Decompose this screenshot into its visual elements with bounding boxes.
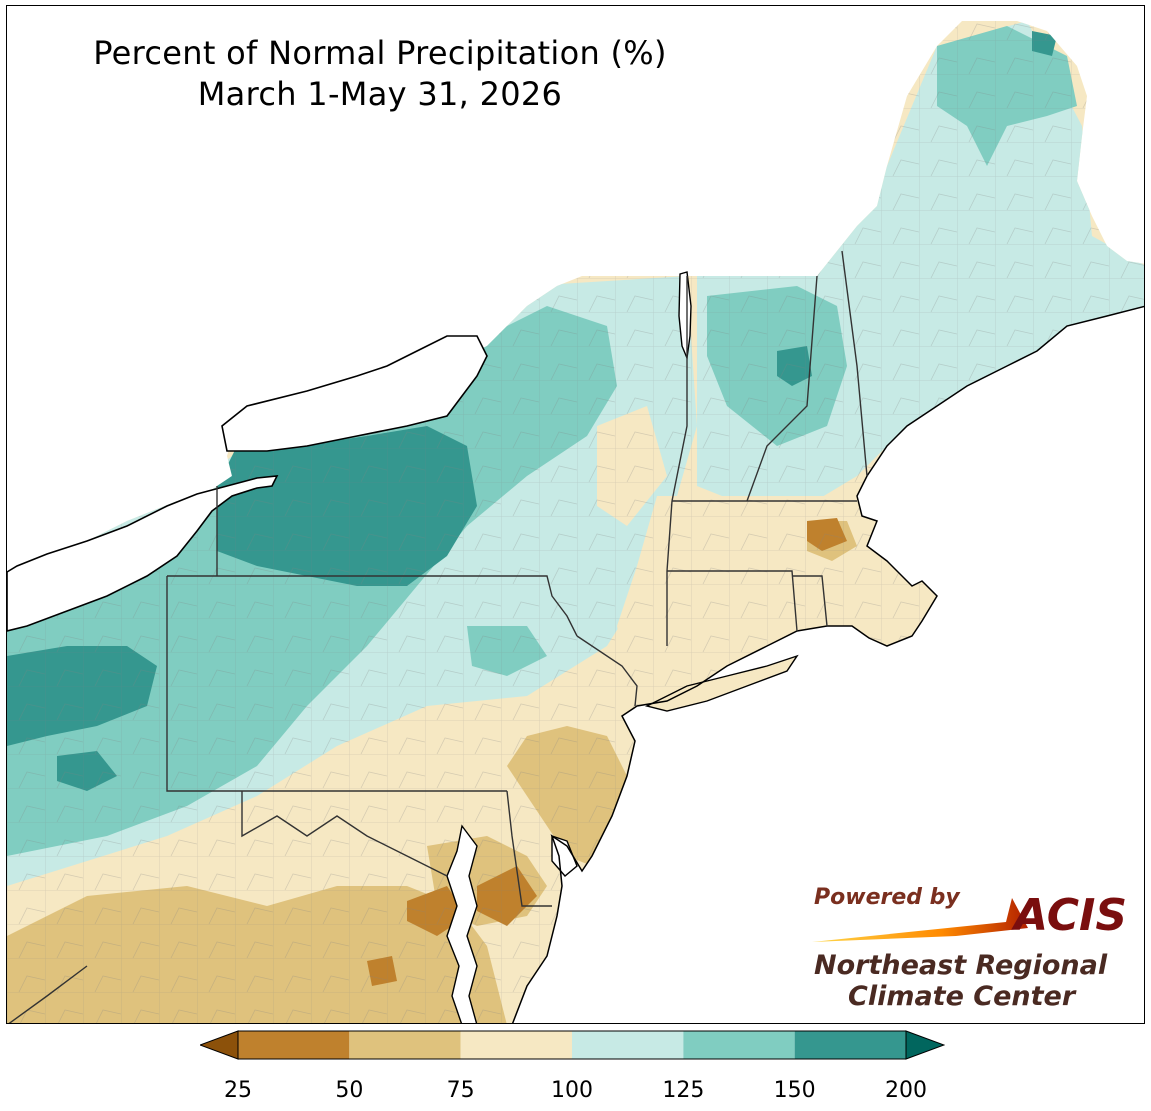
colorbar-tick-label: 200 [885,1078,927,1103]
map-date-range: March 1-May 31, 2026 [197,75,563,113]
colorbar-bin-25-50 [238,1031,350,1059]
colorbar-bin-100-125 [572,1031,684,1059]
colorbar-tick-label: 75 [446,1078,475,1103]
colorbar-legend [200,1030,945,1060]
powered-by-text: Powered by [814,885,961,910]
acis-nrcc-logo: Powered by ACIS Northeast Regional Clima… [812,885,1127,1012]
colorbar-tick-label: 125 [662,1078,705,1103]
acis-wordmark: ACIS [1011,890,1127,941]
precipitation-map [7,21,1144,1023]
chesapeake-bay [446,824,478,1023]
org-name-line2: Climate Center [848,981,1077,1012]
colorbar-bin-150-200 [794,1031,906,1059]
map-title: Percent of Normal Precipitation (%) [93,34,667,72]
colorbar-over-arrow [905,1030,945,1060]
colorbar-bin-50-75 [349,1031,461,1059]
lake-erie [7,475,279,632]
colorbar-bin-125-150 [683,1031,795,1059]
colorbar-tick-label: 25 [224,1078,252,1103]
colorbar-tick-label: 50 [335,1078,364,1103]
delaware-bay [551,835,578,877]
colorbar-tick-label: 100 [551,1078,593,1103]
colorbar-under-arrow [200,1030,239,1060]
swoosh-graphic [812,898,1028,942]
state-borders [8,250,868,1023]
map-panel [6,5,1145,1024]
org-name-line1: Northeast Regional [814,950,1108,981]
colorbar-tick-label: 150 [773,1078,816,1103]
lake-ontario [221,335,488,452]
long-island [644,654,799,712]
colorbar-bins [238,1031,906,1059]
colorbar-bin-75-100 [460,1031,572,1059]
